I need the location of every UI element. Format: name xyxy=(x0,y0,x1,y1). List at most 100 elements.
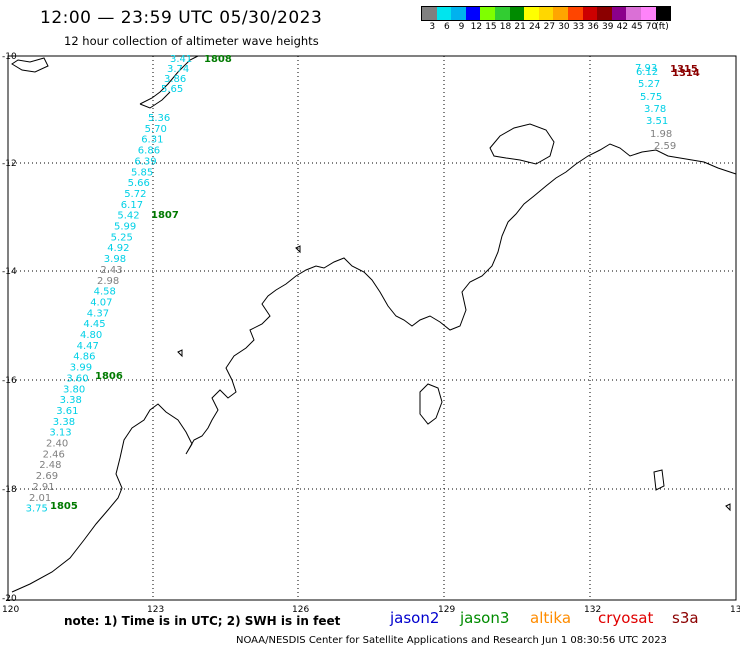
wave-height-label: 4.07 xyxy=(90,297,112,308)
coast-islet-2 xyxy=(177,349,183,358)
lon-tick-label: 129 xyxy=(438,605,455,615)
lat-tick-label: -12 xyxy=(2,159,17,169)
legend-swatch xyxy=(436,7,452,20)
legend-swatch xyxy=(611,7,627,20)
legend-swatch xyxy=(509,7,525,20)
legend-tick-label: 15 xyxy=(485,22,497,32)
legend-swatch xyxy=(524,7,539,20)
lat-tick-label: -16 xyxy=(2,376,17,386)
legend-swatch xyxy=(582,7,598,20)
lat-tick-label: -18 xyxy=(2,485,17,495)
wave-height-label: 4.45 xyxy=(83,319,105,330)
wave-height-label: 2.69 xyxy=(36,471,58,482)
wave-height-label: 2.98 xyxy=(97,276,119,287)
map-frame xyxy=(7,55,737,601)
legend-swatch xyxy=(422,7,437,20)
coast-melville-island xyxy=(489,123,555,165)
wave-height-label: 4.47 xyxy=(77,341,99,352)
legend-swatch xyxy=(626,7,641,20)
coast-islet-3 xyxy=(725,503,731,512)
coast-island-topleft xyxy=(11,57,49,73)
graticule xyxy=(8,56,736,600)
lat-tick-label: -20 xyxy=(2,594,17,604)
satellite-jason2: jason2 xyxy=(390,609,440,627)
time-label: 1315 xyxy=(670,64,698,75)
lat-tick-label: -10 xyxy=(2,52,17,62)
credit-line: NOAA/NESDIS Center for Satellite Applica… xyxy=(236,635,667,646)
legend-tick-label: 27 xyxy=(543,22,556,32)
coast-island-south xyxy=(419,383,443,425)
wave-height-label: 3.13 xyxy=(49,428,71,439)
wave-height-label: 2.46 xyxy=(43,449,65,460)
wave-height-label: 3.78 xyxy=(644,104,666,115)
coast-islet-1 xyxy=(295,245,301,254)
satellite-jason3: jason3 xyxy=(460,609,510,627)
lon-tick-label: 120 xyxy=(2,605,19,615)
legend-tick-label: 36 xyxy=(587,22,599,32)
wave-height-label: 2.01 xyxy=(29,493,51,504)
legend-tick-label: 18 xyxy=(499,22,512,32)
wave-height-label: 6.39 xyxy=(134,156,156,167)
wave-height-label: 6.12 xyxy=(636,67,658,78)
time-label: 1314 xyxy=(672,68,700,79)
wave-height-label: 4.86 xyxy=(73,352,95,363)
lon-tick-label: 126 xyxy=(292,605,309,615)
wave-height-label: 5.72 xyxy=(124,189,146,200)
satellite-cryosat: cryosat xyxy=(598,609,654,627)
wave-height-label: 2.59 xyxy=(654,141,676,152)
wave-height-label: 5.75 xyxy=(640,92,662,103)
legend-swatch xyxy=(480,7,495,20)
legend-tick-label: 33 xyxy=(572,22,585,32)
coast-island-east xyxy=(653,469,665,491)
legend-tick-label: 6 xyxy=(444,22,450,32)
axis-labels: 120 123 126 129 132 135 -10 -12 -14 -16 -18 -20 xyxy=(2,52,740,615)
legend-swatch xyxy=(567,7,583,20)
wave-height-label: 3.38 xyxy=(60,395,82,406)
legend-swatch xyxy=(538,7,554,20)
wave-height-label: 3.38 xyxy=(53,417,75,428)
wave-height-label: 3.41 xyxy=(170,54,192,65)
coastline xyxy=(11,55,737,593)
legend-tick-label: 3 xyxy=(429,22,436,32)
lon-tick-label: 123 xyxy=(147,605,164,615)
coast-timor-island xyxy=(139,55,199,109)
note-text: note: 1) Time is in UTC; 2) SWH is in fe… xyxy=(64,614,341,628)
satellite-s3a: s3a xyxy=(672,609,699,627)
wave-height-label: 6.17 xyxy=(121,200,143,211)
wave-height-label: 5.85 xyxy=(131,167,153,178)
wave-height-label: 6.31 xyxy=(141,135,163,146)
legend-tick-label: 30 xyxy=(558,22,570,32)
lon-tick-label: 132 xyxy=(584,605,601,615)
wave-height-label: 7.93 xyxy=(635,63,657,74)
track-1-wave-labels: 3.413.743.865.65 5.365.706.316.866.395.85… xyxy=(26,54,232,515)
legend-tick-label: 45 xyxy=(631,22,643,32)
wave-height-label: 4.58 xyxy=(94,287,116,298)
legend-tick-label: 9 xyxy=(458,22,465,32)
wave-height-label: 5.99 xyxy=(114,222,136,233)
wave-height-label: 3.60 xyxy=(66,373,88,384)
legend-swatch xyxy=(494,7,510,20)
time-label: 1806 xyxy=(95,371,123,382)
wave-height-label: 3.75 xyxy=(26,504,48,515)
wave-height-label: 3.98 xyxy=(104,254,126,265)
legend-swatch xyxy=(640,7,656,20)
wave-height-label: 4.37 xyxy=(87,308,109,319)
time-label: 1805 xyxy=(50,501,78,512)
legend-tick-label: 21 xyxy=(514,22,526,32)
time-label: 1808 xyxy=(204,54,232,65)
wave-height-label: 1.98 xyxy=(650,129,672,140)
wave-height-label: 2.91 xyxy=(32,482,54,493)
legend-swatch xyxy=(553,7,568,20)
lat-tick-label: -14 xyxy=(2,267,17,277)
map-subtitle: 12 hour collection of altimeter wave hei… xyxy=(64,34,319,48)
wave-height-label: 3.61 xyxy=(56,406,78,417)
legend-swatch xyxy=(655,7,671,20)
wave-height-label: 2.40 xyxy=(46,439,68,450)
legend-swatch xyxy=(597,7,612,20)
legend-swatch xyxy=(451,7,466,20)
wave-height-label: 5.42 xyxy=(117,211,139,222)
wave-height-label: 3.80 xyxy=(63,384,85,395)
wave-height-label: 5.36 xyxy=(148,113,170,124)
satellite-altika: altika xyxy=(530,609,572,627)
